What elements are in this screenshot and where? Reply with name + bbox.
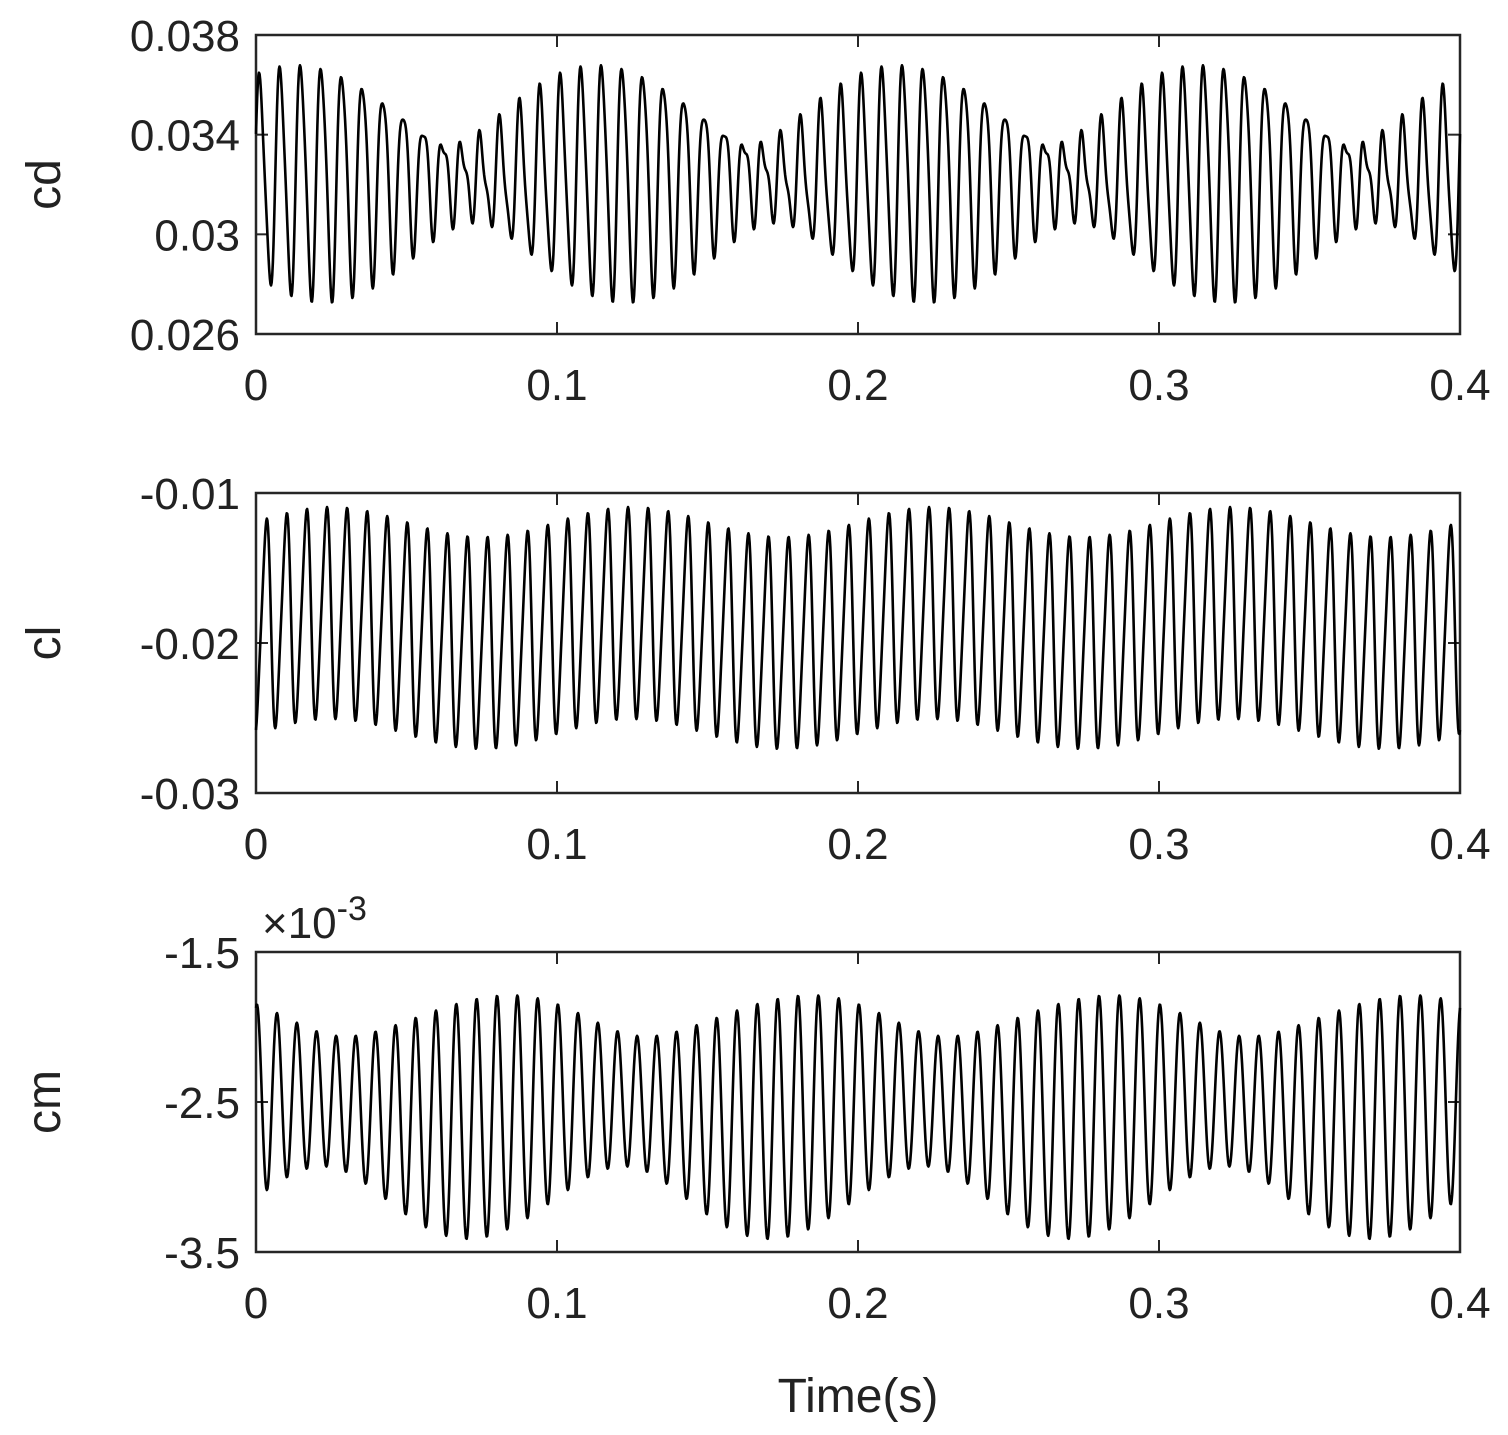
cl-xtick-label: 0.3 — [1128, 820, 1189, 869]
cm-xtick-label: 0.4 — [1429, 1279, 1490, 1328]
cl-ylabel: cl — [18, 626, 71, 661]
cd-xtick-label: 0.2 — [827, 361, 888, 410]
exponent-base: ×10 — [262, 899, 337, 948]
cd-ytick-label: 0.038 — [130, 12, 240, 61]
cl-xtick-label: 0.4 — [1429, 820, 1490, 869]
cm-ylabel: cm — [18, 1070, 71, 1134]
cm-xtick-label: 0.2 — [827, 1279, 888, 1328]
cd-xtick-label: 0 — [244, 361, 268, 410]
cl-ytick-label: -0.01 — [140, 470, 240, 519]
cd-xtick-label: 0.1 — [526, 361, 587, 410]
cl-ytick-label: -0.03 — [140, 770, 240, 819]
cl-xtick-label: 0.2 — [827, 820, 888, 869]
exponent-power: -3 — [337, 890, 367, 928]
cm-xlabel: Time(s) — [778, 1370, 939, 1423]
cm-xtick-label: 0 — [244, 1279, 268, 1328]
cd-ytick-label: 0.034 — [130, 112, 240, 161]
cd-ylabel: cd — [18, 159, 71, 210]
cm-ytick-label: -2.5 — [164, 1079, 240, 1128]
cd-xtick-label: 0.3 — [1128, 361, 1189, 410]
cl-ytick-label: -0.02 — [140, 620, 240, 669]
cl-axes-frame — [254, 491, 1462, 795]
cl-xtick-label: 0.1 — [526, 820, 587, 869]
cm-ytick-label: -3.5 — [164, 1229, 240, 1278]
cl-xtick-label: 0 — [244, 820, 268, 869]
cd-xtick-label: 0.4 — [1429, 361, 1490, 410]
cm-ytick-label: -1.5 — [164, 929, 240, 978]
cm-series-line — [254, 994, 1462, 1241]
cd-ytick-label: 0.03 — [154, 211, 240, 260]
cm-exponent-label: ×10-3 — [262, 890, 367, 948]
cl-series-line — [254, 505, 1462, 751]
cm-subplot: 0 0.1 0.2 0.3 0.4 -1.5 -2.5 -3.5 cm Time(s) ×10-3 — [18, 890, 1491, 1423]
cm-xtick-label: 0.1 — [526, 1279, 587, 1328]
cm-axes-frame — [254, 950, 1462, 1254]
cd-series-line — [254, 64, 1462, 304]
cd-ytick-label: 0.026 — [130, 311, 240, 360]
cd-subplot: 0 0.1 0.2 0.3 0.4 0.038 0.034 0.03 0.026 cd — [18, 12, 1491, 410]
cl-subplot: 0 0.1 0.2 0.3 0.4 -0.01 -0.02 -0.03 cl — [18, 470, 1491, 869]
cm-xtick-label: 0.3 — [1128, 1279, 1189, 1328]
